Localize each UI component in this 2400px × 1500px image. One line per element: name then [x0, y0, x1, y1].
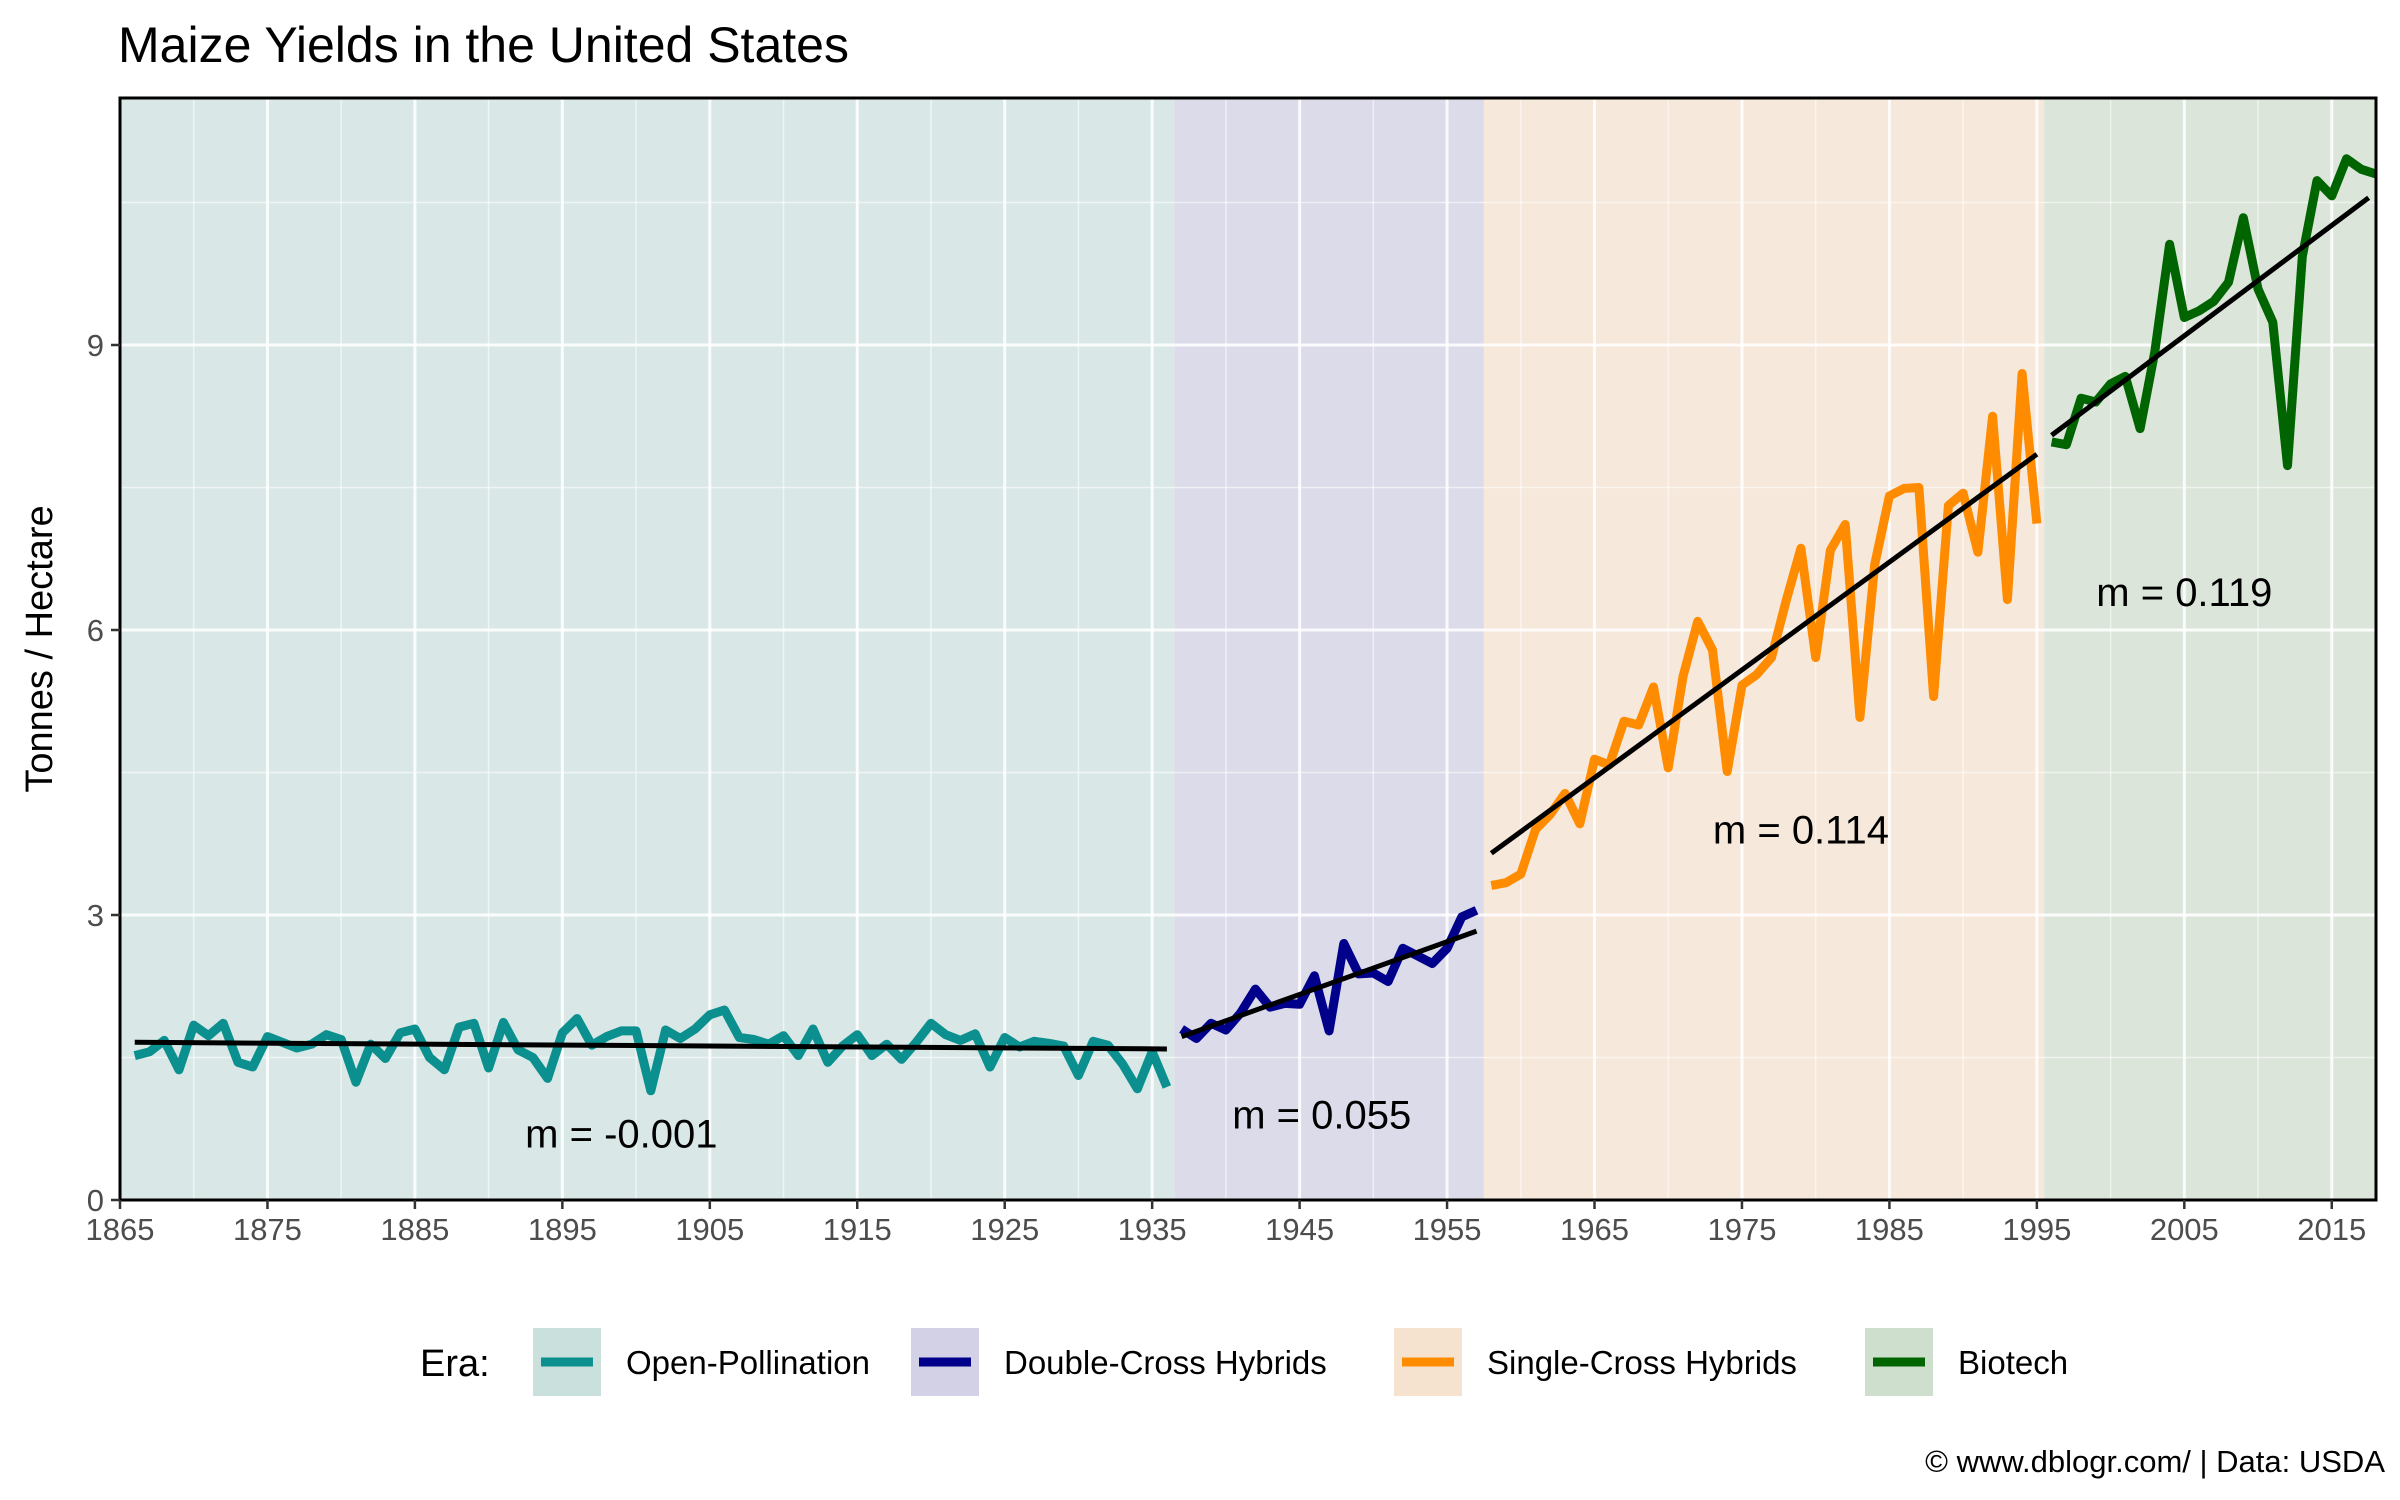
plot-panel: m = -0.001 m = 0.055 m = 0.114 m = 0.119 186…: [86, 96, 2378, 1247]
x-tick-label: 1975: [1707, 1212, 1776, 1247]
y-tick-label: 3: [87, 898, 104, 933]
x-tick-label: 2005: [2150, 1212, 2219, 1247]
series-line-double-cross-hybrids: [1179, 906, 1479, 1043]
trend-line: [1489, 452, 2039, 856]
x-tick-label: 1865: [86, 1212, 155, 1247]
legend-title: Era:: [420, 1343, 490, 1385]
slope-label: m = 0.055: [1232, 1094, 1411, 1138]
y-tick-label: 0: [87, 1183, 104, 1218]
era-band-single-cross-hybrids: [1483, 98, 2045, 1200]
slope-label: m = 0.114: [1713, 809, 1889, 853]
trend-line: [134, 1039, 1167, 1052]
x-tick-label: 1935: [1118, 1212, 1187, 1247]
x-tick-label: 2015: [2297, 1212, 2366, 1247]
x-tick-label: 1885: [380, 1212, 449, 1247]
x-tick-label: 1965: [1560, 1212, 1629, 1247]
legend-label: Single-Cross Hybrids: [1487, 1344, 1797, 1381]
x-tick-label: 1895: [528, 1212, 597, 1247]
chart-caption: © www.dblogr.com/ | Data: USDA: [1925, 1444, 2385, 1479]
slope-label: m = -0.001: [525, 1113, 717, 1157]
slope-label: m = 0.119: [2096, 571, 2272, 615]
chart-title: Maize Yields in the United States: [118, 17, 849, 73]
legend-label: Double-Cross Hybrids: [1004, 1344, 1327, 1381]
series-line-single-cross-hybrids: [1490, 369, 2042, 890]
x-tick-label: 1905: [675, 1212, 744, 1247]
x-tick-label: 1875: [233, 1212, 302, 1247]
y-tick-label: 9: [87, 328, 104, 363]
trend-line: [2050, 195, 2371, 438]
trend-line: [1180, 928, 1478, 1039]
era-band-biotech: [2044, 98, 2376, 1200]
x-tick-label: 1955: [1413, 1212, 1482, 1247]
x-tick-label: 1915: [823, 1212, 892, 1247]
legend: Era: Open-Pollination Double-Cross Hybrids…: [420, 1328, 2068, 1396]
x-tick-label: 1925: [970, 1212, 1039, 1247]
y-tick-label: 6: [87, 613, 104, 648]
x-tick-label: 1995: [2002, 1212, 2071, 1247]
series-line-biotech: [2050, 154, 2378, 471]
legend-label: Biotech: [1958, 1344, 2068, 1381]
era-band-open-pollination: [120, 98, 1175, 1200]
x-tick-label: 1985: [1855, 1212, 1924, 1247]
y-axis-title: Tonnes / Hectare: [19, 505, 61, 792]
legend-label: Open-Pollination: [626, 1344, 870, 1381]
panel-border: [118, 96, 2378, 1202]
x-tick-label: 1945: [1265, 1212, 1334, 1247]
